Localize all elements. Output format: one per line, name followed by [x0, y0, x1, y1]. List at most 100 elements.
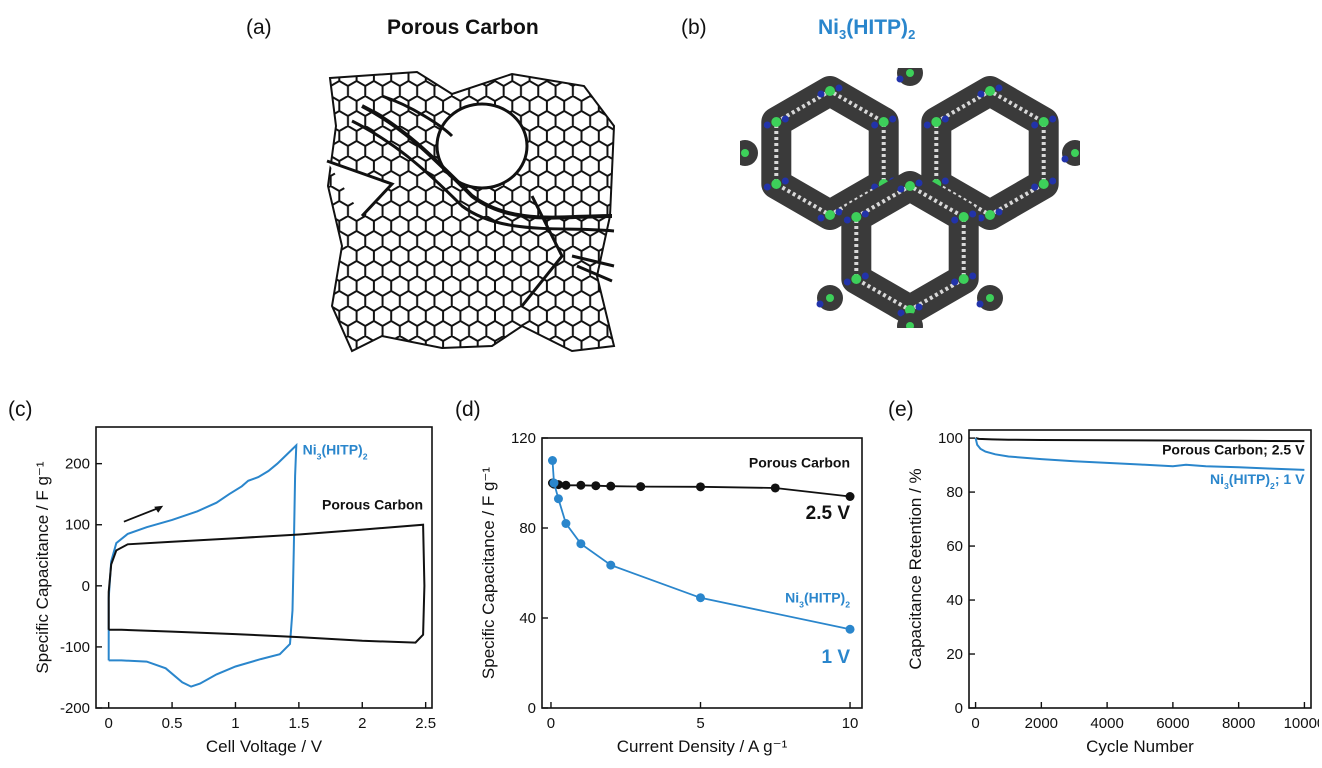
n-atom [1031, 121, 1039, 129]
x-tick-label: 0 [105, 715, 113, 732]
n-atom [763, 183, 771, 191]
series-line-porous-carbon [975, 437, 1305, 443]
n-atom [951, 278, 959, 286]
n-atom [816, 300, 824, 308]
ni-atom [1038, 179, 1049, 189]
data-point-ni3hitp2 [547, 456, 557, 465]
x-axis-label: Cell Voltage / V [206, 737, 323, 756]
n-atom [969, 272, 977, 280]
y-tick-label: 40 [946, 592, 963, 609]
porous-carbon-structure-image [326, 70, 616, 353]
n-atom [976, 300, 984, 308]
n-atom [843, 216, 851, 224]
series-line-ni3hitp2 [974, 437, 1305, 471]
y-axis-label: Capacitance Retention / % [906, 468, 925, 669]
x-tick-label: 2000 [1025, 715, 1058, 732]
n-atom [781, 177, 789, 185]
ni-atom [851, 274, 862, 284]
ni3hitp2-title: Ni3(HITP)2 [818, 16, 916, 43]
y-tick-label: 80 [519, 520, 536, 537]
scan-direction-arrowhead [154, 505, 164, 513]
n-atom [941, 177, 949, 185]
n-atom [843, 278, 851, 286]
ni-atom [986, 294, 994, 302]
n-atom [995, 208, 1003, 216]
x-tick-label: 1.5 [288, 715, 309, 732]
n-atom [817, 90, 825, 98]
x-tick-label: 0 [971, 715, 979, 732]
series-label-ni3hitp2: Ni3(HITP)2 [785, 589, 850, 609]
plot-frame [968, 429, 1312, 709]
n-atom [871, 121, 879, 129]
data-point-ni3hitp2 [576, 539, 586, 549]
data-point-ni3hitp2 [549, 478, 559, 488]
series-line-ni3hitp2 [107, 442, 298, 688]
chart-cyclic-voltammetry: 0 0.5 1 1.5 2 2.5 -200 -100 0 100 200 Cell Voltage … [33, 426, 436, 756]
ni-atom [1071, 149, 1079, 157]
n-atom [817, 214, 825, 222]
n-atom [969, 210, 977, 218]
x-tick-label: 0 [547, 715, 555, 732]
n-atom [781, 115, 789, 123]
n-atom [861, 272, 869, 280]
y-axis-label: Specific Capacitance / F g⁻¹ [33, 461, 52, 673]
panel-b-letter: (b) [681, 16, 707, 39]
y-tick-label: -200 [60, 700, 90, 717]
series-label-porous-carbon: Porous Carbon; 2.5 V [1162, 441, 1305, 457]
data-point-porous-carbon [636, 482, 646, 492]
data-point-porous-carbon [576, 480, 586, 490]
n-atom [941, 115, 949, 123]
scan-direction-arrow [123, 506, 160, 523]
ni-atom [771, 117, 782, 127]
porous-carbon-title: Porous Carbon [387, 16, 539, 39]
data-point-porous-carbon [591, 481, 601, 491]
voltage-label-2-5v: 2.5 V [806, 503, 851, 524]
n-atom [1031, 183, 1039, 191]
x-tick-label: 4000 [1090, 715, 1123, 732]
ni-atom [906, 322, 914, 328]
panel-e-letter: (e) [888, 398, 914, 421]
mof-pore-wall [841, 171, 979, 325]
x-tick-label: 6000 [1156, 715, 1189, 732]
y-tick-label: 0 [528, 700, 536, 717]
ni-atom [826, 294, 834, 302]
data-point-porous-carbon [770, 483, 780, 493]
x-axis-label: Cycle Number [1086, 737, 1194, 756]
voltage-label-1v: 1 V [822, 647, 851, 668]
ni-atom [958, 212, 969, 222]
data-point-ni3hitp2 [561, 519, 571, 528]
ni-atom [985, 86, 995, 96]
x-tick-label: 2 [358, 715, 366, 732]
n-atom [1049, 177, 1057, 185]
y-tick-label: 0 [82, 578, 90, 595]
data-point-porous-carbon [606, 481, 616, 491]
y-tick-label: 200 [65, 456, 90, 473]
x-tick-label: 0.5 [162, 715, 183, 732]
y-tick-label: 20 [946, 646, 963, 663]
y-tick-label: 40 [519, 610, 536, 627]
y-tick-label: 80 [946, 484, 963, 501]
series-label-porous-carbon: Porous Carbon [322, 496, 423, 512]
n-atom [995, 84, 1003, 92]
n-atom [923, 121, 931, 129]
n-atom [835, 208, 843, 216]
ni-atom [931, 117, 942, 127]
y-tick-label: 100 [938, 430, 963, 447]
y-tick-label: 120 [511, 430, 536, 447]
y-tick-label: 100 [65, 517, 90, 534]
ni-atom [906, 69, 914, 77]
x-tick-label: 10 [842, 715, 859, 732]
series-line-porous-carbon [107, 523, 426, 644]
ni-atom [825, 210, 835, 220]
n-atom [951, 216, 959, 224]
n-atom [835, 84, 843, 92]
n-atom [915, 179, 923, 187]
plot-frame [95, 426, 433, 709]
n-atom [763, 121, 771, 129]
x-tick-label: 2.5 [415, 715, 436, 732]
n-atom [897, 185, 905, 193]
data-point-porous-carbon [561, 480, 571, 490]
series-label-porous-carbon: Porous Carbon [749, 454, 850, 470]
n-atom [977, 90, 985, 98]
